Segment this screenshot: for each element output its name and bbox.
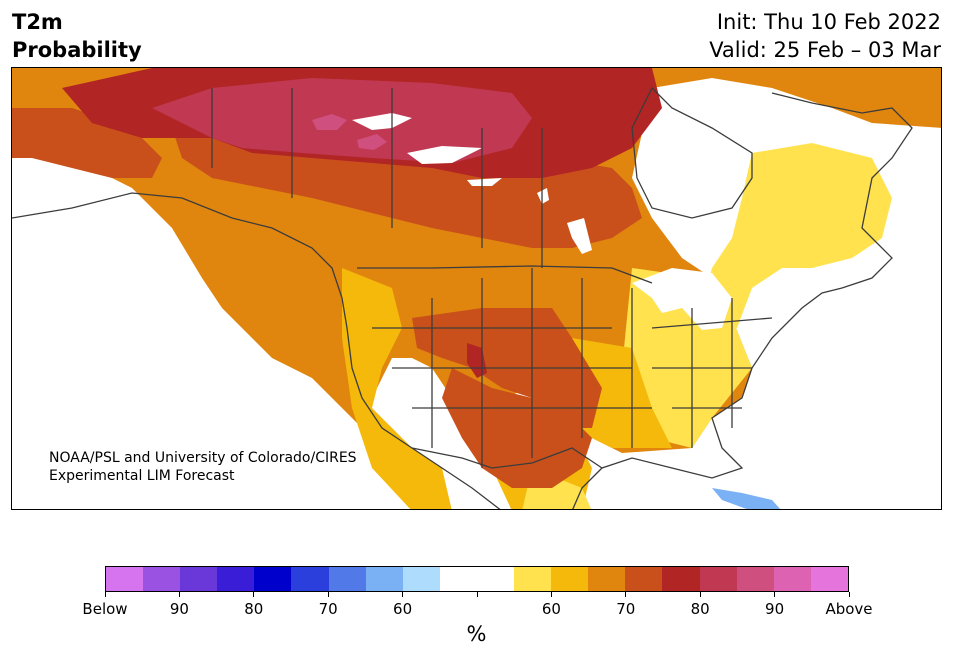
colorbar-tick-label: 60 bbox=[393, 600, 413, 618]
region-cold-cuba bbox=[712, 488, 781, 509]
region-90-core-2 bbox=[357, 134, 387, 150]
colorbar-tick-label: 60 bbox=[541, 600, 561, 618]
region-90-core bbox=[312, 114, 347, 130]
colorbar-segment bbox=[810, 567, 848, 591]
state-lines-east bbox=[651, 298, 773, 448]
colorbar-tick-label: 90 bbox=[765, 600, 785, 618]
region-60-west-coast bbox=[342, 268, 452, 509]
colorbar-tick bbox=[327, 592, 329, 597]
credit-line-2: Experimental LIM Forecast bbox=[49, 468, 235, 484]
colorbar-tick-label: Below bbox=[82, 600, 128, 618]
colorbar-tick bbox=[625, 592, 627, 597]
lake-great-bear bbox=[352, 113, 412, 130]
colorbar-segment bbox=[143, 567, 181, 591]
colorbar-segment bbox=[439, 567, 477, 591]
colorbar-segment bbox=[699, 567, 737, 591]
colorbar-segment bbox=[402, 567, 440, 591]
colorbar-unit: % bbox=[466, 622, 487, 646]
credit-text: NOAA/PSL and University of Colorado/CIRE… bbox=[49, 449, 357, 485]
colorbar-tick bbox=[848, 592, 850, 597]
colorbar-tick bbox=[774, 592, 776, 597]
province-lines bbox=[211, 88, 543, 268]
colorbar-segment bbox=[254, 567, 292, 591]
colorbar-tick bbox=[699, 592, 701, 597]
region-70-south bbox=[442, 368, 592, 488]
colorbar-segment bbox=[106, 567, 144, 591]
colorbar-segment bbox=[291, 567, 329, 591]
colorbar-segment bbox=[180, 567, 218, 591]
colorbar-segment bbox=[625, 567, 663, 591]
probability-map bbox=[12, 68, 941, 509]
title-line-1: T2m bbox=[12, 10, 63, 34]
colorbar bbox=[105, 566, 849, 592]
forecast-dates: Init: Thu 10 Feb 2022 Valid: 25 Feb – 03… bbox=[709, 8, 941, 64]
colorbar-tick bbox=[476, 592, 478, 597]
colorbar-tick-label: 70 bbox=[318, 600, 338, 618]
colorbar-segment bbox=[773, 567, 811, 591]
colorbar-segment bbox=[217, 567, 255, 591]
colorbar-tick-label: 80 bbox=[690, 600, 710, 618]
lake-athabasca bbox=[467, 178, 502, 186]
colorbar-tick bbox=[104, 592, 106, 597]
colorbar-tick bbox=[178, 592, 180, 597]
map-title: T2m Probability bbox=[12, 8, 142, 64]
us-canada-border bbox=[357, 265, 653, 284]
north-america-coast bbox=[12, 192, 501, 509]
colorbar-tick bbox=[550, 592, 552, 597]
init-date: Init: Thu 10 Feb 2022 bbox=[716, 10, 941, 34]
lake-winnipegosis bbox=[537, 188, 549, 204]
colorbar-tick-label: 90 bbox=[169, 600, 189, 618]
great-lakes bbox=[632, 268, 732, 330]
colorbar-segment bbox=[551, 567, 589, 591]
east-coast bbox=[572, 92, 913, 509]
map-panel bbox=[11, 67, 942, 510]
credit-line-1: NOAA/PSL and University of Colorado/CIRE… bbox=[49, 450, 357, 466]
colorbar-tick bbox=[402, 592, 404, 597]
title-line-2: Probability bbox=[12, 38, 142, 62]
colorbar-tick bbox=[253, 592, 255, 597]
colorbar-tick-label: Above bbox=[825, 600, 873, 618]
hudson-bay-coast bbox=[631, 86, 753, 219]
us-mexico-border bbox=[411, 447, 603, 469]
colorbar-segment bbox=[514, 567, 552, 591]
colorbar-tick-label: 80 bbox=[244, 600, 264, 618]
colorbar-segment bbox=[736, 567, 774, 591]
colorbar-tick-label: 70 bbox=[616, 600, 636, 618]
colorbar-segment bbox=[365, 567, 403, 591]
valid-date: Valid: 25 Feb – 03 Mar bbox=[709, 38, 941, 62]
state-lines-west bbox=[372, 268, 652, 468]
lake-great-slave bbox=[407, 146, 482, 164]
region-yellow-east bbox=[702, 143, 892, 328]
colorbar-segment bbox=[662, 567, 700, 591]
colorbar-segment bbox=[328, 567, 366, 591]
colorbar-ticks: Below 90 80 70 60 60 70 80 90 Above bbox=[82, 592, 873, 622]
lake-winnipeg bbox=[567, 218, 592, 254]
colorbar-segment bbox=[476, 567, 515, 591]
colorbar-segment bbox=[588, 567, 626, 591]
